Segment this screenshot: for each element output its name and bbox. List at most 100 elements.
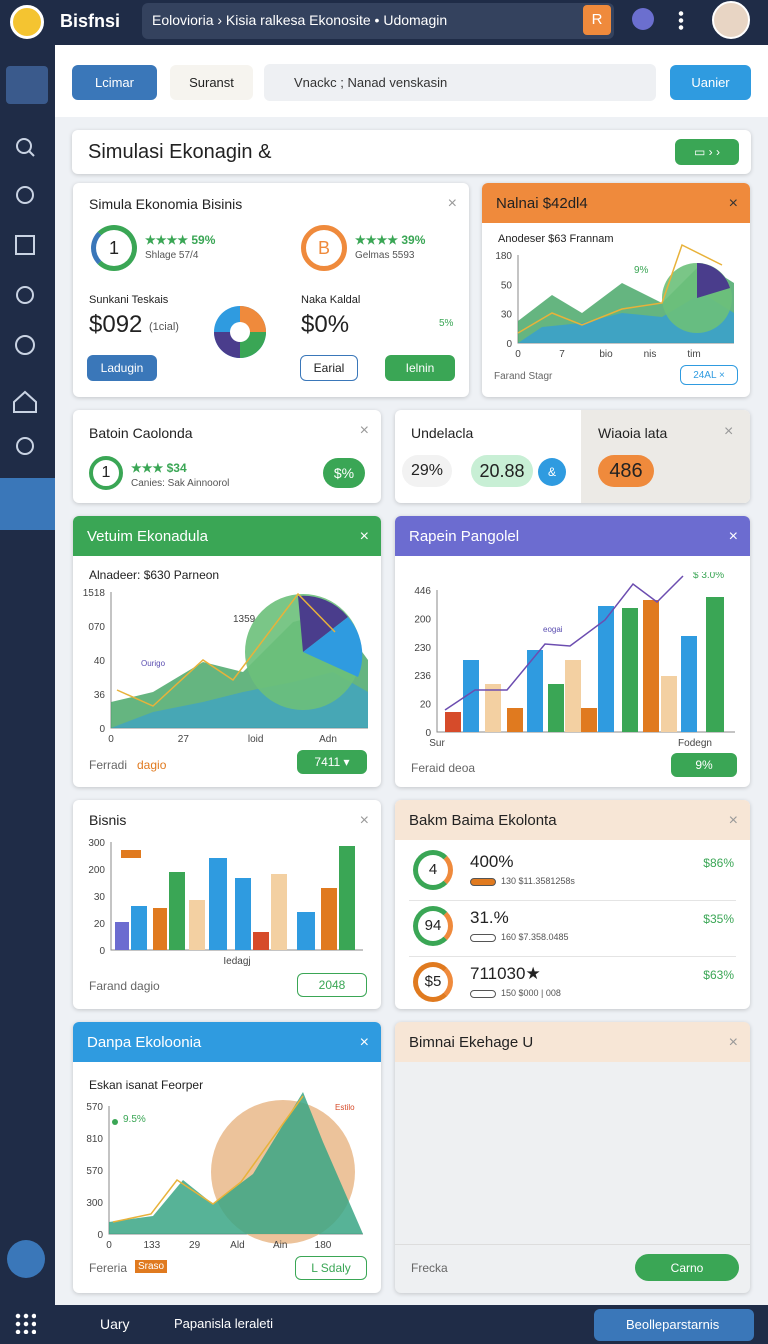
shape [253, 932, 269, 950]
shape [622, 608, 638, 732]
chart-subtitle: Alnadeer: $630 Parneon [89, 568, 220, 582]
shape [339, 846, 355, 950]
close[interactable]: × [728, 1034, 738, 1051]
card: Batoin Caolonda × 1 ★★★ $34 Canies: Sak A… [73, 410, 381, 503]
x-tick-label: 27 [178, 734, 190, 742]
y-tick-label: 0 [99, 724, 105, 735]
card-title: Batoin Caolonda [89, 425, 193, 441]
apps-icon[interactable] [14, 1312, 36, 1334]
x-tick-label: Iedagj [223, 956, 250, 966]
nav-item[interactable]: Uary [100, 1316, 130, 1332]
x-tick-label: Fodegn [678, 738, 712, 749]
button[interactable]: 2048 [297, 973, 367, 997]
area [518, 293, 734, 343]
sidebar-fab[interactable] [7, 1240, 45, 1278]
card-title: Nalnai $42dl4 [496, 194, 588, 212]
sidebar-active[interactable] [0, 478, 55, 530]
stat-sub: Canies: Sak Ainnoorol [131, 478, 230, 489]
card-title: Wiaoia lata [598, 425, 668, 441]
button[interactable]: Carno [635, 1254, 739, 1281]
close[interactable]: × [447, 195, 457, 212]
button[interactable]: Ielnin [385, 355, 455, 381]
metric-value: $092 [89, 311, 143, 338]
button[interactable]: L Sdaly [295, 1256, 367, 1280]
x-tick-label: 7 [559, 349, 565, 360]
divider [409, 900, 736, 901]
card: Danpa Ekoloonia × Eskan isanat Feorper 9.… [73, 1022, 381, 1293]
y-tick-label: 0 [425, 728, 431, 739]
button[interactable]: Earial [300, 355, 358, 381]
pill: 29% [402, 455, 452, 487]
card-title: Simula Ekonomia Bisinis [89, 196, 243, 212]
y-tick-label: 50 [501, 280, 513, 291]
shape [16, 437, 34, 455]
pie [214, 306, 266, 358]
tab-button[interactable]: Suranst [170, 65, 253, 100]
sidebar-logo[interactable] [6, 66, 48, 104]
annotation: 1359 [233, 614, 256, 625]
y-tick-label: 36 [94, 690, 106, 701]
x-tick-label: Adn [319, 734, 337, 742]
button[interactable]: 24AL × [680, 365, 738, 385]
button[interactable]: 9% [671, 753, 737, 777]
badge[interactable]: R [583, 5, 611, 35]
chart-subtitle: Eskan isanat Feorper [89, 1078, 204, 1092]
close[interactable]: × [728, 528, 738, 545]
close[interactable]: × [728, 812, 738, 829]
page-title: Simulasi Ekonagin & [88, 141, 272, 163]
home-button[interactable]: Lcimar [72, 65, 157, 100]
close[interactable]: × [728, 195, 738, 212]
card: Bisnis × 300 200 30 20 0 Iedagj Farand dagio 2… [73, 800, 381, 1009]
y-tick-label: 230 [414, 643, 431, 654]
y-tick-label: 180 [495, 251, 512, 262]
shape [131, 906, 147, 950]
divider [395, 1244, 750, 1245]
close[interactable]: × [359, 528, 369, 545]
stat: ★★★★ 39% [355, 233, 426, 247]
annotation: $ 3.0% [693, 572, 724, 581]
nav-item[interactable]: Papanisla leraleti [174, 1316, 274, 1331]
marker [112, 1119, 118, 1125]
chart: 9% 180 50 30 00 7 bio nis tim [495, 243, 734, 360]
close[interactable]: × [724, 423, 734, 440]
y-tick-label: 30 [94, 892, 106, 903]
row-sub: 160 $7.358.0485 [501, 932, 569, 942]
chart-subtitle: Anodeser $63 Frannam [498, 233, 614, 245]
shape [230, 322, 250, 342]
footer: Frecka [411, 1261, 448, 1275]
shape [297, 912, 315, 950]
title-action[interactable]: ▭ › › [675, 139, 739, 165]
metric-label: Naka Kaldal [301, 294, 361, 306]
ring: 4 [413, 850, 453, 890]
close[interactable]: × [359, 812, 369, 829]
shape [598, 606, 614, 732]
shape [271, 874, 287, 950]
search-box[interactable]: Vnackc ; Nanad venskasin [264, 64, 656, 101]
button[interactable]: Ladugin [87, 355, 157, 381]
primary-button[interactable]: Uanier [670, 65, 751, 100]
progress [470, 934, 496, 942]
shape [153, 908, 167, 950]
card-header: Danpa Ekoloonia [73, 1022, 381, 1062]
stat: ★★★★ 59% [145, 233, 216, 247]
shape [15, 335, 35, 355]
row-right: $35% [703, 912, 734, 926]
logo [10, 5, 44, 39]
bottom-button[interactable]: Beolleparstarnis [594, 1309, 754, 1341]
close[interactable]: × [359, 422, 369, 439]
y-tick-label: 070 [88, 622, 105, 633]
brand: Bisfnsi [60, 11, 121, 31]
close[interactable]: × [359, 1034, 369, 1051]
avatar[interactable] [712, 1, 750, 39]
x-tick-label: Ald [230, 1240, 244, 1250]
footer: Feraid deoa [411, 761, 476, 775]
shape [445, 712, 461, 732]
x-tick-label: loid [248, 734, 264, 742]
row-right: $86% [703, 856, 734, 870]
shape [527, 650, 543, 732]
notification-icon[interactable] [632, 8, 654, 30]
button[interactable]: 7411 ▾ [297, 750, 367, 774]
menu-dots[interactable] [678, 10, 684, 32]
ring: 94 [413, 906, 453, 946]
